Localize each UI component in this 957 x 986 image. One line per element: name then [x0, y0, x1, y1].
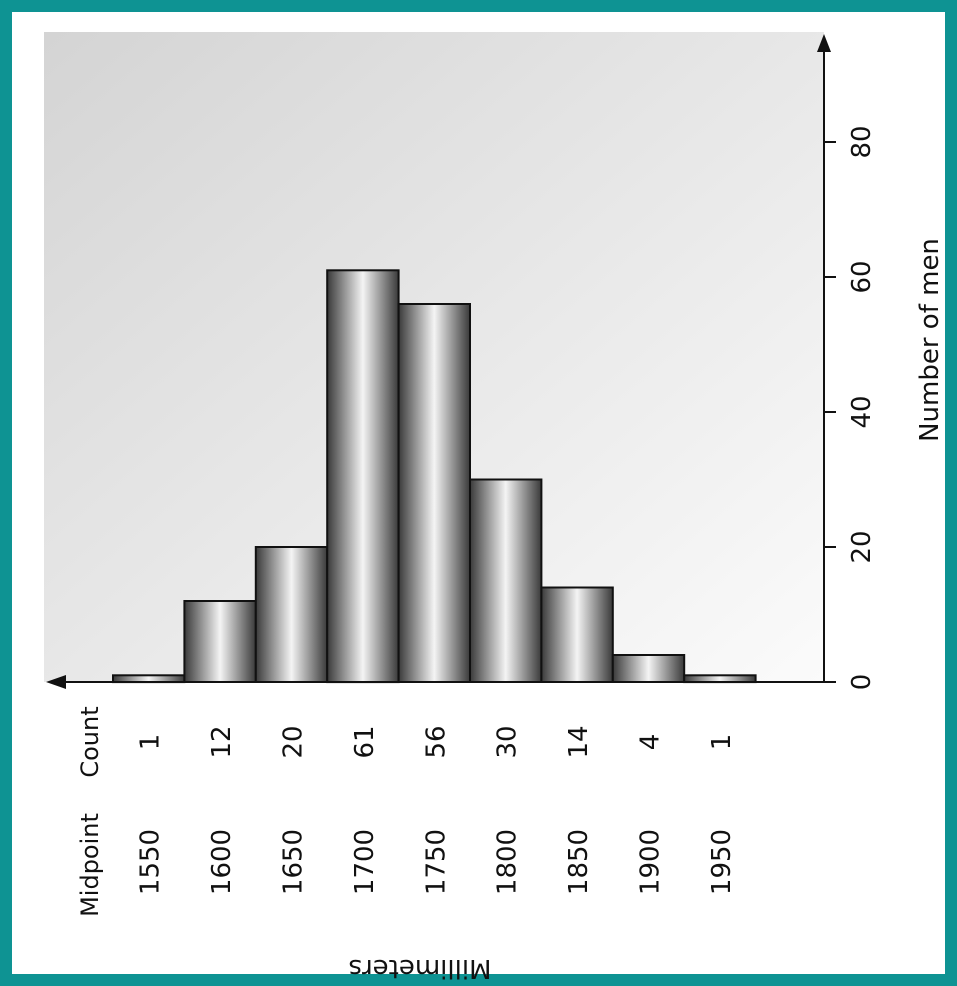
- midpoint-header: Midpoint: [76, 813, 104, 917]
- midpoint-label-1750: 1750: [421, 829, 451, 895]
- y-tick-label-80: 80: [847, 125, 877, 158]
- count-label-1850: 14: [564, 725, 594, 758]
- midpoint-label-1850: 1850: [564, 829, 594, 895]
- y-tick-label-40: 40: [847, 395, 877, 428]
- y-axis-label: Number of men: [915, 238, 945, 442]
- midpoint-label-1900: 1900: [636, 829, 666, 895]
- bar-1750: [397, 303, 472, 683]
- midpoint-label-1550: 1550: [136, 829, 166, 895]
- midpoint-label-1950: 1950: [707, 829, 737, 895]
- bar-1850: [540, 586, 614, 683]
- y-tick-label-60: 60: [847, 260, 877, 293]
- count-label-1750: 56: [421, 725, 451, 758]
- count-labels-group: 1 12 20 61 56 30 14 4 1: [136, 725, 737, 758]
- count-label-1550: 1: [136, 734, 166, 751]
- bar-1900: [611, 654, 686, 683]
- count-label-1600: 12: [207, 725, 237, 758]
- bar-1650: [254, 546, 329, 683]
- count-label-1900: 4: [636, 734, 666, 751]
- value-ticks-group: 0 20 40 60 80: [824, 125, 877, 690]
- y-tick-label-0: 0: [847, 674, 877, 691]
- midpoint-label-1700: 1700: [350, 829, 380, 895]
- midpoint-label-1650: 1650: [279, 829, 309, 895]
- bar-1700: [326, 269, 400, 684]
- count-label-1650: 20: [279, 725, 309, 758]
- midpoint-labels-group: 1550 1600 1650 1700 1750 1800 1850 1900 1950: [136, 829, 737, 895]
- value-axis-arrow: [46, 675, 66, 689]
- midpoint-label-1800: 1800: [493, 829, 523, 895]
- midpoint-label-1600: 1600: [207, 829, 237, 895]
- bar-1600: [183, 600, 257, 683]
- count-label-1700: 61: [350, 725, 380, 758]
- x-axis-label: Millimeters: [348, 953, 491, 983]
- count-header: Count: [76, 706, 104, 777]
- category-axis-arrow: [817, 34, 831, 52]
- y-tick-label-20: 20: [847, 530, 877, 563]
- bar-1800: [469, 478, 543, 683]
- count-label-1800: 30: [493, 725, 523, 758]
- count-label-1950: 1: [707, 734, 737, 751]
